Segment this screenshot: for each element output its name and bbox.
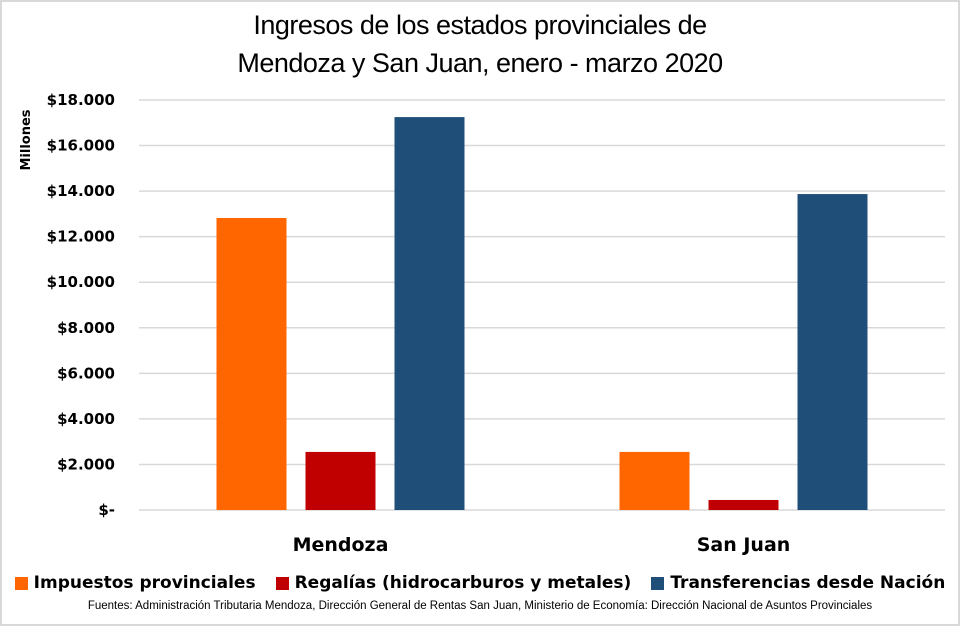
legend-item-regalias: Regalías (hidrocarburos y metales) <box>275 573 632 593</box>
legend-swatch <box>651 576 665 590</box>
bar-san-juan-0 <box>619 451 690 510</box>
x-category-label: Mendoza <box>293 534 389 556</box>
bar-chart: $- $2.000 $4.000 $6.000 $8.000 $10.000 $12.000… <box>19 91 945 556</box>
chart-title: Ingresos de los estados provinciales de … <box>0 6 960 82</box>
legend-label: Regalías (hidrocarburos y metales) <box>294 573 632 593</box>
x-category-label: San Juan <box>697 534 791 556</box>
y-tick-label: $10.000 <box>47 273 115 291</box>
y-tick-label: $16.000 <box>47 137 115 155</box>
y-axis-tick-labels: $- $2.000 $4.000 $6.000 $8.000 $10.000 $12.000… <box>47 91 115 519</box>
y-tick-label: $14.000 <box>47 182 115 200</box>
legend-item-transferencias: Transferencias desde Nación <box>651 573 945 593</box>
legend-swatch <box>275 576 289 590</box>
y-tick-label: $18.000 <box>47 91 115 109</box>
y-tick-label: $4.000 <box>57 410 115 428</box>
legend-item-impuestos: Impuestos provinciales <box>14 573 256 593</box>
bar-san-juan-2 <box>797 194 868 511</box>
bar-mendoza-0 <box>216 217 287 510</box>
y-axis-label: Millones <box>19 109 34 170</box>
chart-title-line-1: Ingresos de los estados provinciales de <box>253 10 707 40</box>
bar-san-juan-1 <box>708 499 779 510</box>
legend-label: Transferencias desde Nación <box>670 573 946 593</box>
legend-swatch <box>14 576 28 590</box>
bar-mendoza-2 <box>394 117 465 510</box>
y-tick-label: $12.000 <box>47 228 115 246</box>
y-tick-label: $8.000 <box>57 319 115 337</box>
y-tick-label: $6.000 <box>57 364 115 382</box>
y-tick-label: $2.000 <box>57 455 115 473</box>
bar-mendoza-1 <box>305 451 376 510</box>
x-axis-category-labels: Mendoza San Juan <box>293 534 791 556</box>
source-note: Fuentes: Administración Tributaria Mendo… <box>87 600 873 612</box>
legend-label: Impuestos provinciales <box>33 573 256 593</box>
legend: Impuestos provinciales Regalías (hidroca… <box>0 570 960 596</box>
y-tick-label: $- <box>98 501 115 519</box>
bars <box>216 117 868 511</box>
chart-title-line-2: Mendoza y San Juan, enero - marzo 2020 <box>237 48 723 78</box>
